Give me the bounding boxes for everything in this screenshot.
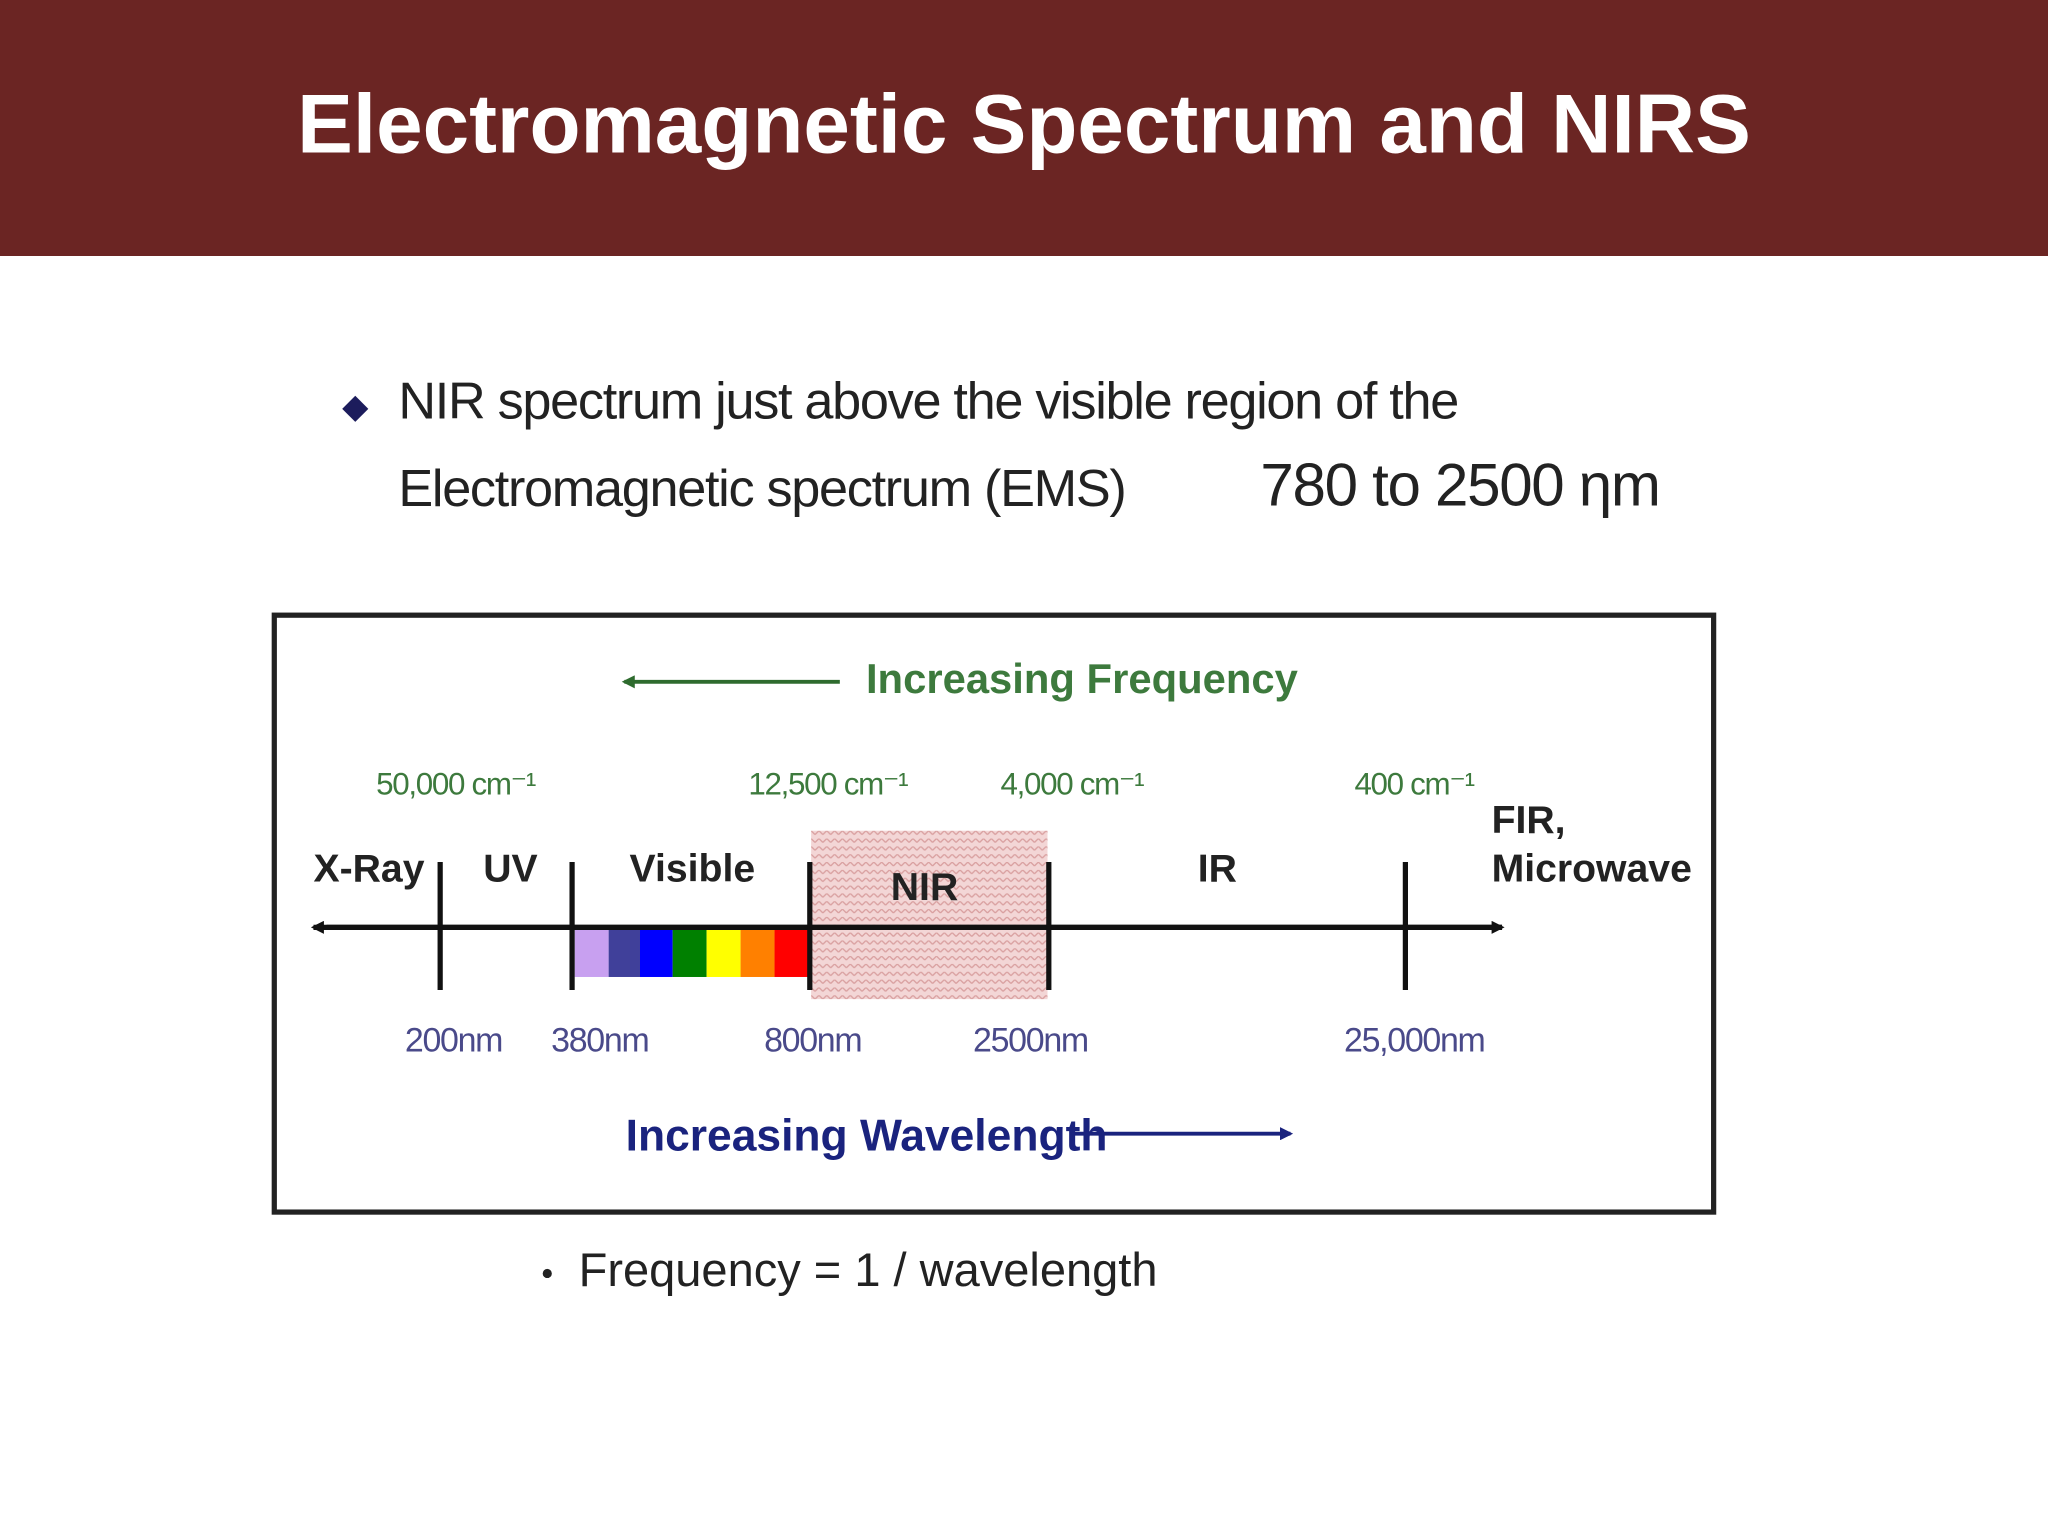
wavelength-label: 200nm (405, 1021, 502, 1059)
wavelength-label: 800nm (764, 1021, 861, 1059)
wavelength-label: 2500nm (973, 1021, 1088, 1059)
wavelength-direction-label: Increasing Wavelength (626, 1112, 1108, 1161)
region-label: FIR, (1492, 799, 1566, 842)
bullet-text: Electromagnetic spectrum (EMS) (398, 460, 1125, 518)
frequency-label: Increasing Frequency (866, 655, 1299, 702)
wavelength-label: 25,000nm (1344, 1021, 1485, 1059)
nir-band (811, 830, 1048, 1000)
bullet-text: NIR spectrum just above the visible regi… (398, 373, 1458, 431)
wavelength-label: 380nm (551, 1021, 648, 1059)
diagram-frame (271, 612, 1717, 1215)
range-text: 780 to 2500 ηm (1260, 452, 1659, 519)
wavenumber-label: 50,000 cm⁻¹ (376, 767, 536, 802)
header-bar (0, 0, 2048, 256)
wavenumber-label: 400 cm⁻¹ (1354, 767, 1474, 802)
visible-colors (574, 929, 809, 977)
region-label: X-Ray (313, 848, 424, 891)
region-label: UV (483, 848, 537, 891)
region-label: IR (1198, 848, 1237, 891)
bullet-icon (542, 1268, 552, 1279)
wavenumber-label: 4,000 cm⁻¹ (1000, 767, 1144, 802)
region-label: Microwave (1492, 848, 1692, 891)
slide-title: Electromagnetic Spectrum and NIRS (297, 77, 1751, 171)
wavenumber-label: 12,500 cm⁻¹ (748, 767, 908, 802)
region-label: NIR (891, 866, 958, 909)
region-label: Visible (630, 848, 756, 891)
bullet-icon (342, 395, 369, 422)
note-text: Frequency = 1 / wavelength (579, 1243, 1158, 1296)
boundary-ticks (437, 862, 1408, 991)
